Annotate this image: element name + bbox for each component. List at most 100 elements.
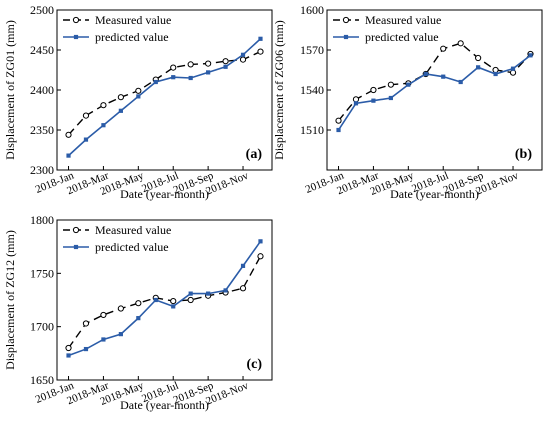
data-point-predicted — [171, 75, 176, 80]
chart-panel-3: 16501700175018002018-Jan2018-Mar2018-May… — [3, 213, 273, 412]
data-point-predicted — [206, 70, 211, 75]
x-axis-title: Date (year-month) — [120, 187, 209, 201]
y-tick-label: 1510 — [300, 123, 324, 137]
data-point-measured — [187, 296, 194, 304]
series-line-1 — [67, 50, 261, 136]
data-point-measured — [117, 305, 124, 312]
legend-marker-measured — [342, 16, 350, 24]
series-line-1 — [67, 255, 262, 349]
y-axis-title: Displacement of ZG01 (mm) — [3, 20, 17, 160]
legend-label-2: predicted value — [365, 30, 439, 44]
data-point-measured — [222, 58, 229, 65]
data-point-predicted — [423, 71, 428, 77]
data-point-measured — [387, 81, 394, 88]
legend-marker-predicted — [73, 34, 79, 40]
data-point-measured — [205, 60, 212, 67]
data-point-measured — [239, 56, 247, 63]
legend-marker-predicted — [73, 244, 79, 250]
data-point-measured — [335, 117, 342, 124]
data-point-predicted — [118, 332, 123, 337]
data-point-measured — [82, 112, 90, 119]
data-point-measured — [239, 285, 247, 292]
data-point-predicted — [510, 66, 516, 71]
y-tick-label: 2500 — [30, 3, 54, 17]
data-point-measured — [187, 61, 194, 68]
data-point-predicted — [336, 127, 341, 133]
series-line-1 — [337, 42, 531, 122]
data-point-measured — [440, 45, 447, 52]
data-point-predicted — [476, 65, 481, 70]
data-point-predicted — [188, 75, 193, 81]
y-tick-label: 1650 — [30, 373, 54, 387]
data-point-predicted — [153, 79, 158, 85]
data-point-measured — [135, 300, 142, 307]
panel-label: (b) — [515, 147, 532, 162]
series-line-2 — [67, 38, 262, 157]
data-point-predicted — [258, 36, 263, 41]
data-point-measured — [135, 87, 142, 94]
data-point-predicted — [493, 71, 498, 77]
data-point-measured — [370, 86, 377, 94]
data-point-predicted — [223, 288, 228, 293]
panel-label: (a) — [246, 147, 263, 162]
data-point-predicted — [371, 98, 376, 103]
legend-label-2: predicted value — [95, 30, 169, 44]
data-point-predicted — [223, 64, 228, 69]
data-point-measured — [509, 69, 517, 76]
data-point-predicted — [441, 74, 446, 79]
y-tick-label: 1600 — [300, 3, 324, 17]
legend-label-1: Measured value — [95, 13, 171, 27]
data-point-predicted — [101, 123, 106, 128]
data-point-predicted — [406, 82, 411, 87]
legend-marker-predicted — [343, 34, 349, 40]
data-point-predicted — [353, 101, 359, 106]
y-axis-title: Displacement of ZG06 (mm) — [272, 20, 286, 160]
legend-label-2: predicted value — [95, 240, 169, 254]
data-point-predicted — [206, 291, 211, 296]
legend-label-1: Measured value — [365, 13, 441, 27]
data-point-measured — [457, 40, 464, 47]
series-line-2 — [337, 54, 531, 131]
data-point-measured — [117, 94, 124, 101]
data-point-measured — [170, 297, 177, 305]
data-point-predicted — [66, 353, 71, 358]
data-point-predicted — [101, 337, 106, 342]
data-point-predicted — [240, 263, 246, 268]
data-point-predicted — [258, 239, 263, 244]
plot-frame — [56, 219, 273, 381]
data-point-predicted — [66, 153, 71, 158]
y-tick-label: 1570 — [300, 43, 324, 57]
x-axis-title: Date (year-month) — [120, 398, 209, 412]
chart-panel-2: 15101540157016002018-Jan2018-Mar2018-May… — [272, 3, 543, 201]
y-tick-label: 1700 — [30, 320, 54, 334]
legend-marker-measured — [72, 226, 80, 234]
data-point-predicted — [528, 53, 533, 58]
y-tick-label: 2400 — [30, 83, 54, 97]
data-point-predicted — [136, 316, 141, 321]
data-point-predicted — [458, 79, 463, 85]
data-point-measured — [257, 253, 264, 260]
y-tick-label: 1750 — [30, 266, 54, 280]
data-point-predicted — [136, 94, 141, 99]
y-axis-title: Displacement of ZG12 (mm) — [3, 230, 17, 370]
series-line-2 — [68, 240, 262, 357]
y-tick-label: 2450 — [30, 43, 54, 57]
data-point-measured — [65, 131, 72, 138]
legend-label-1: Measured value — [95, 223, 171, 237]
data-point-predicted — [83, 346, 89, 352]
data-point-measured — [257, 48, 264, 55]
data-point-predicted — [171, 304, 176, 309]
data-point-measured — [100, 102, 107, 109]
y-tick-label: 2300 — [30, 163, 54, 177]
data-point-predicted — [118, 108, 123, 113]
data-point-measured — [82, 320, 90, 327]
data-point-measured — [475, 54, 482, 62]
data-point-measured — [65, 344, 72, 352]
data-point-predicted — [153, 297, 158, 303]
data-point-predicted — [188, 291, 193, 296]
y-tick-label: 2350 — [30, 123, 54, 137]
x-axis-title: Date (year-month) — [390, 187, 479, 201]
data-point-measured — [100, 311, 107, 319]
data-point-measured — [352, 96, 360, 103]
